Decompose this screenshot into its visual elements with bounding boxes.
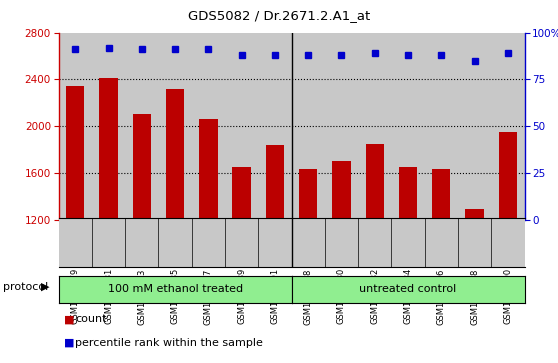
Bar — [258, 33, 291, 220]
Bar — [325, 33, 358, 220]
Bar — [299, 170, 318, 220]
Bar — [391, 33, 425, 220]
Bar — [458, 33, 491, 220]
Bar — [66, 86, 84, 220]
Bar — [125, 33, 158, 220]
Bar — [192, 33, 225, 220]
Bar — [225, 33, 258, 220]
Bar — [92, 33, 125, 220]
Text: 100 mM ethanol treated: 100 mM ethanol treated — [108, 285, 243, 294]
Bar — [291, 33, 325, 220]
Bar — [391, 33, 425, 220]
Bar — [358, 33, 391, 220]
Text: ■: ■ — [64, 338, 75, 348]
Bar — [266, 145, 284, 220]
Bar — [158, 33, 192, 220]
Bar — [199, 119, 218, 220]
Bar — [425, 33, 458, 220]
Text: protocol: protocol — [3, 282, 48, 292]
Bar — [59, 33, 92, 220]
Bar — [291, 33, 325, 220]
Bar — [133, 114, 151, 220]
Bar — [158, 33, 192, 220]
Text: count: count — [75, 314, 107, 325]
Bar — [399, 167, 417, 220]
Bar — [99, 78, 118, 220]
Text: ▶: ▶ — [41, 282, 49, 292]
Bar — [491, 33, 525, 220]
Bar — [225, 33, 258, 220]
Bar — [125, 33, 158, 220]
Text: percentile rank within the sample: percentile rank within the sample — [75, 338, 263, 348]
Bar — [458, 33, 491, 220]
Bar — [333, 161, 350, 220]
Bar — [499, 132, 517, 220]
Bar — [59, 33, 92, 220]
Text: GDS5082 / Dr.2671.2.A1_at: GDS5082 / Dr.2671.2.A1_at — [188, 9, 370, 22]
Bar — [432, 170, 450, 220]
Bar — [166, 89, 184, 220]
Bar — [192, 33, 225, 220]
Bar — [258, 33, 291, 220]
Bar — [465, 209, 484, 220]
Bar — [365, 144, 384, 220]
Bar — [491, 33, 525, 220]
Text: untreated control: untreated control — [359, 285, 456, 294]
Bar — [325, 33, 358, 220]
Bar — [425, 33, 458, 220]
Bar — [92, 33, 125, 220]
Bar — [233, 167, 251, 220]
Text: ■: ■ — [64, 314, 75, 325]
Bar — [358, 33, 391, 220]
